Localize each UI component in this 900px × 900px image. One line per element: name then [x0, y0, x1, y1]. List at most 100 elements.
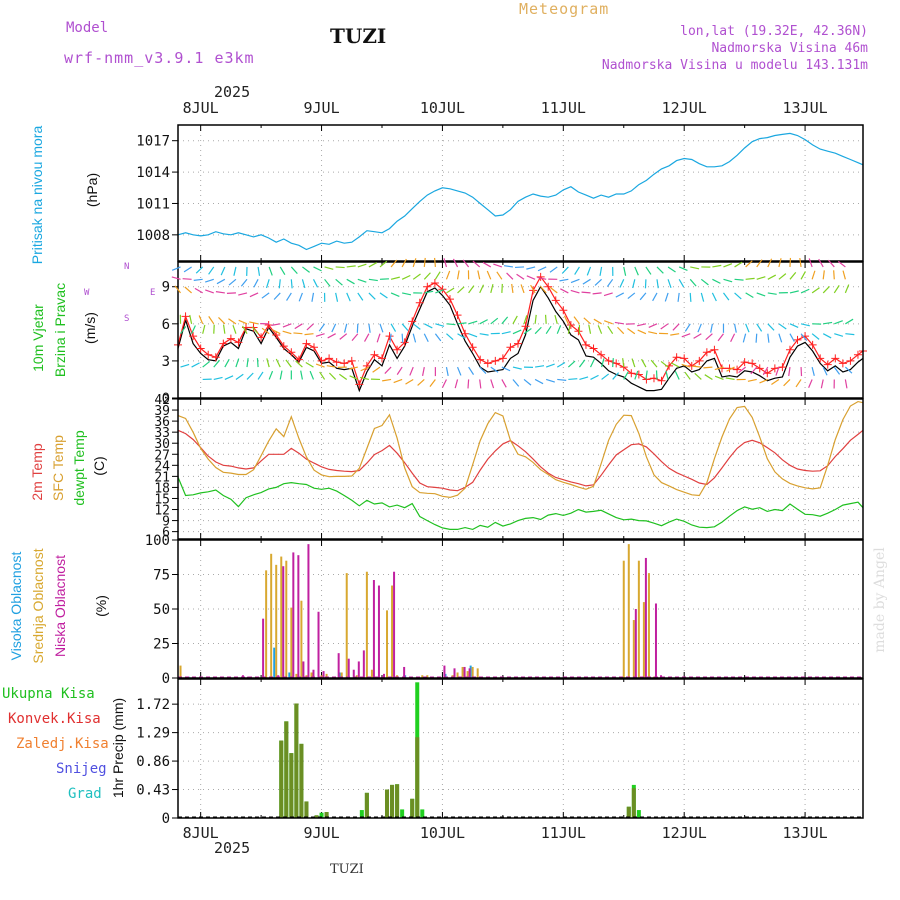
series-line-0-0 — [177, 132, 864, 251]
bar-3-1-34 — [647, 573, 650, 678]
wind-barb-212 — [501, 316, 509, 325]
wind-barb-311 — [240, 278, 248, 287]
bar-3-0-1 — [273, 647, 276, 678]
wind-legend-west: W — [84, 288, 90, 298]
wind-barb-23 — [429, 379, 436, 388]
wind-barb-61 — [180, 363, 190, 368]
wind-barb-297 — [767, 292, 777, 295]
bar-4-1-6 — [314, 815, 319, 818]
wind-barb-315 — [290, 279, 293, 289]
wind-barb-172 — [730, 333, 736, 343]
wind-barb-215 — [534, 314, 537, 324]
wind-barb-335 — [506, 272, 514, 280]
wind-barb-220 — [583, 317, 591, 325]
wind-barb-163 — [627, 328, 636, 335]
bar-3-0-5 — [444, 673, 447, 678]
bar-3-2-21 — [403, 666, 406, 678]
wind-barb-223 — [614, 321, 624, 325]
ytick-label-3-0: 0 — [162, 671, 170, 687]
wind-barb-237 — [778, 323, 787, 330]
wind-barb-192 — [271, 323, 281, 326]
wind-barb-160 — [597, 325, 603, 334]
wind-barb-143 — [412, 333, 417, 343]
wind-barb-167 — [670, 333, 680, 336]
wind-barb-295 — [745, 292, 754, 299]
wind-barb-346 — [632, 279, 636, 289]
wind-barb-338 — [537, 276, 547, 280]
header-model-elevation: Nadmorska Visina u modelu 143.131m — [601, 58, 868, 73]
wind-barb-287 — [652, 292, 658, 302]
wind-barb-65 — [224, 358, 230, 368]
wind-barb-279 — [560, 288, 569, 294]
wind-barb-368 — [195, 266, 204, 274]
bar-4-1-15 — [631, 788, 636, 818]
wind-barb-308 — [205, 278, 214, 283]
wind-barb-424 — [818, 258, 824, 268]
wind-barb-81 — [396, 366, 403, 375]
year-label-bottom: 2025 — [214, 839, 251, 857]
wind-barb-352 — [700, 278, 709, 286]
gust-marker-89 — [846, 356, 855, 365]
bar-4-0-17 — [420, 809, 425, 818]
wind-barb-178 — [800, 333, 808, 341]
wind-barb-230 — [697, 323, 702, 333]
ytick-label-2-2: 12 — [154, 504, 170, 519]
wind-barb-146 — [446, 333, 454, 341]
bar-3-2-5 — [292, 552, 295, 678]
gust-marker-57 — [604, 356, 613, 365]
bar-3-1-0 — [179, 665, 182, 678]
precip-legend-conv: Konvek.Kisa — [8, 711, 101, 727]
wind-barb-361 — [800, 271, 806, 280]
series-line-2-0 — [177, 429, 864, 492]
wind-barb-137 — [339, 333, 348, 340]
wind-barb-218 — [563, 315, 569, 325]
wind-barb-416 — [734, 261, 743, 268]
precip-legend-snow: Snijeg — [56, 761, 107, 777]
header-title: Meteogram — [519, 0, 610, 18]
wind-barb-270 — [468, 285, 475, 294]
wind-barb-99 — [601, 358, 605, 368]
bar-3-1-28 — [476, 668, 479, 678]
day-label-top-0: 8JUL — [183, 99, 219, 117]
bar-4-1-12 — [410, 798, 415, 818]
gust-marker-1 — [181, 312, 190, 321]
gust-marker-24 — [355, 380, 364, 389]
wind-barb-53 — [759, 378, 769, 384]
wind-barb-207 — [446, 323, 456, 326]
wind-barb-154 — [534, 326, 542, 335]
wind-barb-79 — [372, 366, 381, 373]
wind-barb-112 — [738, 366, 747, 374]
wind-barb-422 — [799, 257, 802, 268]
wind-barb-350 — [678, 279, 685, 288]
wind-barb-52 — [747, 378, 757, 382]
gust-marker-28 — [385, 332, 394, 341]
wind-barb-110 — [714, 366, 724, 371]
wind-barb-340 — [559, 278, 569, 282]
wind-barb-155 — [545, 325, 552, 335]
ytick-label-2-7: 27 — [154, 448, 170, 463]
gust-marker-37 — [453, 311, 462, 320]
wind-barb-336 — [516, 273, 525, 280]
ytick-label-2-10: 36 — [154, 415, 170, 430]
wind-barb-348 — [656, 279, 659, 289]
bar-3-1-7 — [295, 673, 298, 678]
gust-marker-26 — [370, 350, 379, 359]
wind-barb-402 — [574, 266, 580, 275]
wind-barb-392 — [462, 259, 470, 268]
gust-marker-4 — [204, 350, 213, 359]
bar-4-1-3 — [294, 703, 299, 818]
bar-3-1-12 — [325, 673, 328, 678]
wind-barb-418 — [756, 259, 763, 268]
wind-barb-141 — [389, 333, 392, 343]
wind-barb-95 — [556, 361, 566, 368]
wind-barb-268 — [446, 287, 455, 294]
wind-barb-403 — [586, 266, 592, 276]
wind-barb-388 — [423, 257, 426, 268]
wind-barb-412 — [690, 266, 700, 270]
gust-marker-21 — [332, 358, 341, 367]
gust-marker-30 — [400, 338, 409, 347]
wind-barb-288 — [664, 292, 669, 302]
ytick-label-0-2: 1014 — [136, 165, 170, 181]
wind-barb-11 — [300, 370, 303, 380]
ytick-label-3-2: 50 — [153, 602, 170, 618]
